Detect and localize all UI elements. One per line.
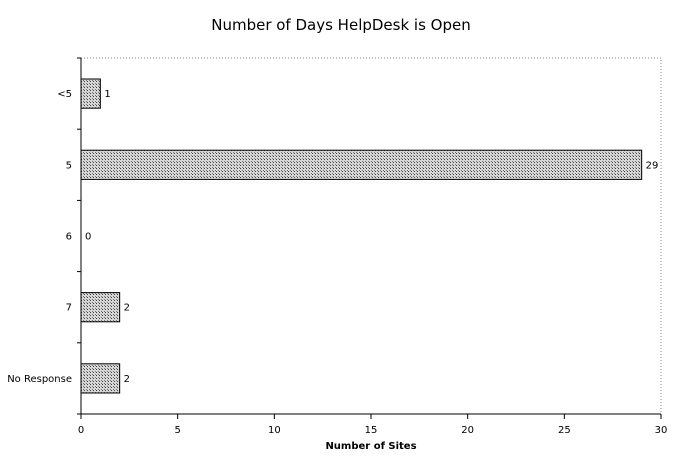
chart-title: Number of Days HelpDesk is Open — [211, 16, 471, 34]
y-tick-label: <5 — [57, 89, 72, 100]
plot-area-border — [80, 57, 662, 415]
data-label: 1 — [104, 89, 110, 100]
data-label: 2 — [124, 303, 130, 314]
data-label: 0 — [85, 232, 91, 243]
bar-7 — [80, 292, 121, 323]
data-label: 29 — [646, 160, 659, 171]
x-tick-label: 25 — [558, 425, 571, 436]
y-tick-label: 7 — [66, 303, 72, 314]
x-tick-label: 0 — [78, 425, 84, 436]
y-tick-label: 6 — [66, 232, 72, 243]
bars-group — [80, 78, 643, 394]
x-tick-label: 10 — [268, 425, 281, 436]
bar-5 — [80, 78, 101, 109]
x-axis-label: Number of Sites — [325, 441, 416, 452]
y-tick-label: 5 — [66, 160, 72, 171]
x-tick-label: 30 — [655, 425, 668, 436]
x-axis-ticks: 0 5 10 15 20 25 30 — [78, 414, 668, 436]
data-labels-group: 1 29 0 2 2 — [85, 89, 658, 385]
x-tick-label: 15 — [365, 425, 378, 436]
y-axis-ticks: <5 5 6 7 No Response — [7, 57, 81, 415]
y-tick-label: No Response — [7, 374, 72, 385]
bar-no-response — [80, 363, 121, 394]
bar-5 — [80, 149, 643, 180]
x-tick-label: 20 — [461, 425, 474, 436]
x-tick-label: 5 — [174, 425, 180, 436]
data-label: 2 — [124, 374, 130, 385]
